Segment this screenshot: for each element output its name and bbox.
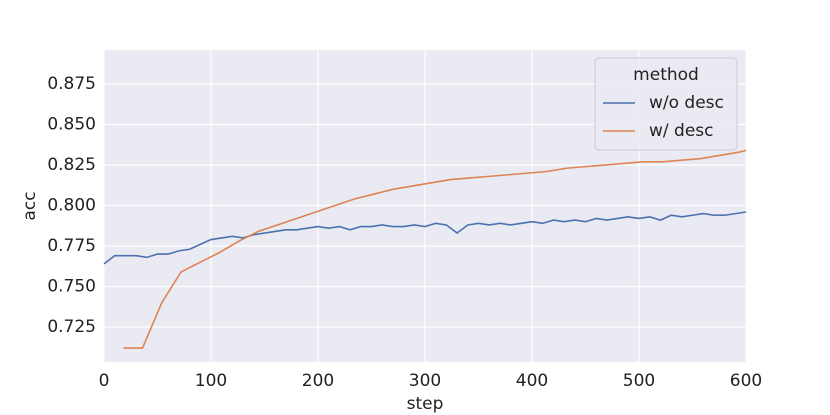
y-tick-label: 0.850: [47, 115, 96, 135]
x-tick-label: 600: [730, 371, 762, 391]
x-tick-label: 400: [516, 371, 548, 391]
series-line: [103, 211, 747, 265]
x-axis-label: step: [407, 394, 444, 414]
x-tick-label: 0: [99, 371, 110, 391]
x-tick-label: 200: [302, 371, 334, 391]
y-tick-label: 0.825: [47, 155, 96, 175]
x-tick-label: 300: [409, 371, 441, 391]
y-tick-label: 0.775: [47, 236, 96, 256]
y-tick-label: 0.725: [47, 317, 96, 337]
legend-label: w/o desc: [649, 93, 724, 113]
legend-label: w/ desc: [649, 121, 714, 141]
legend-title: method: [633, 65, 699, 85]
y-tick-label: 0.875: [47, 74, 96, 94]
series-line: [123, 149, 747, 349]
legend-box: [594, 57, 738, 151]
x-tick-label: 100: [195, 371, 227, 391]
y-tick-label: 0.750: [47, 277, 96, 297]
y-axis-label: acc: [20, 191, 40, 220]
x-tick-label: 500: [623, 371, 655, 391]
y-tick-label: 0.800: [47, 196, 96, 216]
